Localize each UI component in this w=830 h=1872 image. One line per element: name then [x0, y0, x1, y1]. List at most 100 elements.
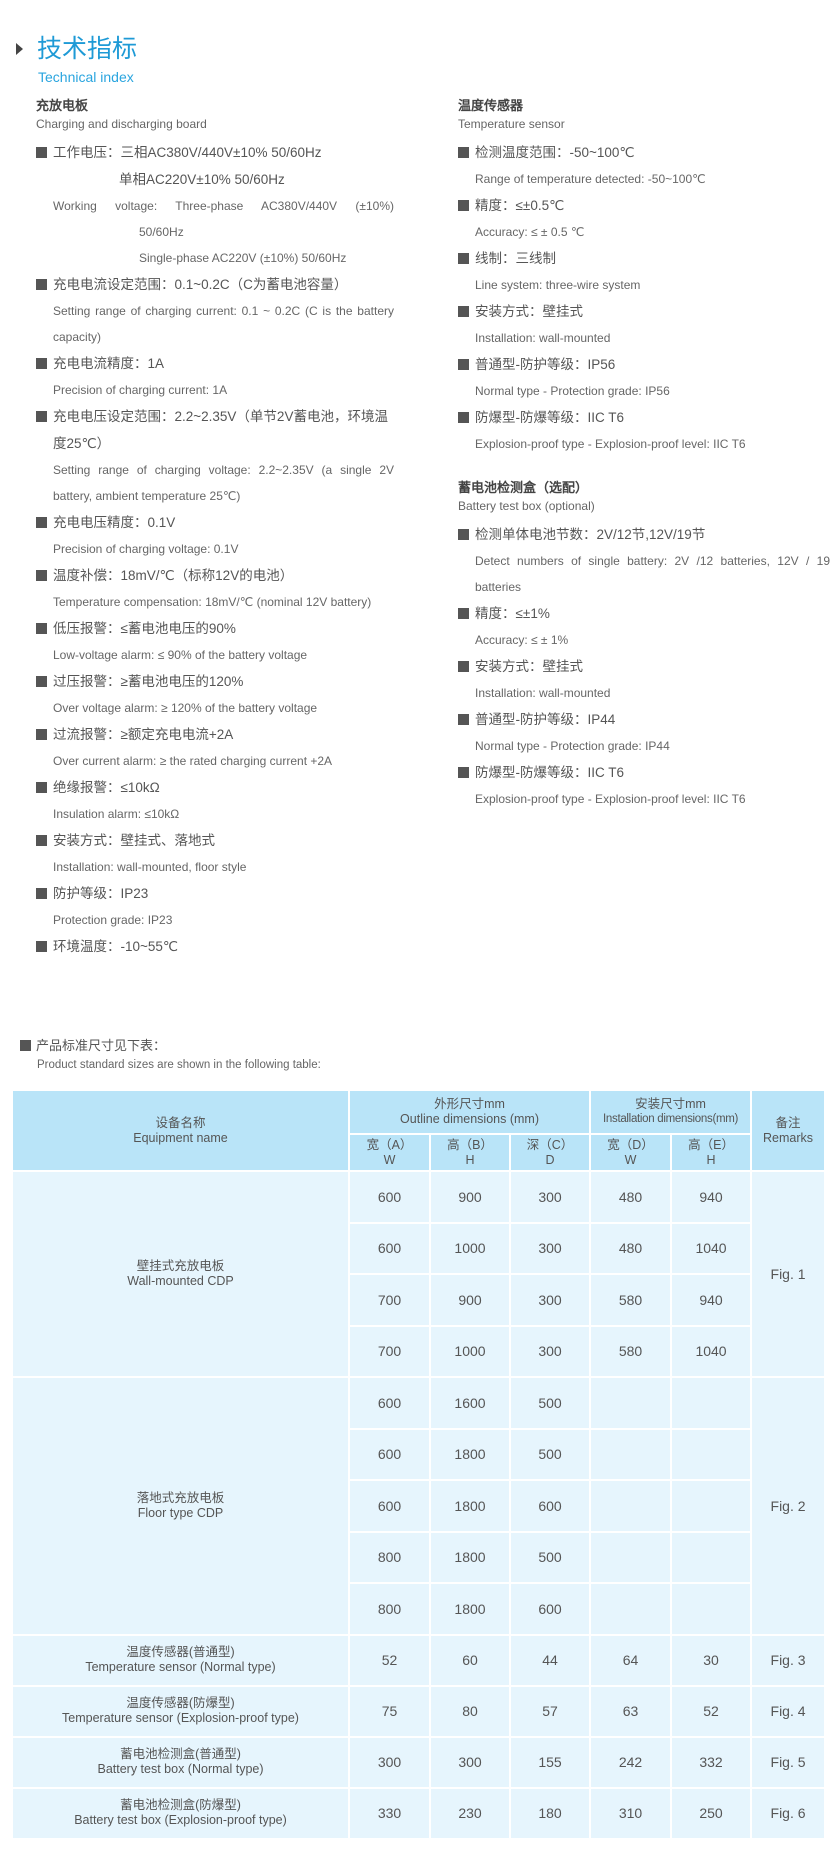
dimension-cell: 300 — [508, 1170, 592, 1224]
spec-item: 安装方式：壁挂式、落地式 — [36, 827, 394, 854]
spec-en: Over current alarm: ≥ the rated charging… — [53, 754, 333, 768]
subcol-cn: 高（E） — [688, 1137, 734, 1152]
spec-cn: 线制：三线制 — [475, 251, 556, 266]
dimension-cell: 600 — [348, 1427, 431, 1481]
dimension-cell: 300 — [508, 1324, 592, 1378]
spec-item: 精度：≤±0.5℃ — [458, 192, 830, 219]
spec-item: 充电电流精度：1A — [36, 350, 394, 377]
equipment-name-cell: 蓄电池检测盒(防爆型) Battery test box (Explosion-p… — [11, 1786, 350, 1840]
spec-cn: 安装方式：壁挂式 — [475, 304, 583, 319]
bullet-square-icon — [458, 529, 469, 540]
spec-item: 充电电压设定范围：2.2~2.35V（单节2V蓄电池，环境温度25℃） — [36, 403, 394, 457]
dimension-cell: 300 — [429, 1735, 511, 1789]
table-row: 800 1800 500 — [12, 1530, 825, 1584]
spec-item: 充电电流设定范围：0.1~0.2C（C为蓄电池容量） — [36, 271, 394, 298]
dimension-cell: 242 — [589, 1735, 673, 1789]
spec-item: 过压报警：≥蓄电池电压的120% — [36, 668, 394, 695]
spec-cn: 绝缘报警：≤10kΩ — [53, 780, 160, 795]
spec-en: Explosion-proof type - Explosion-proof l… — [475, 792, 746, 806]
bullet-square-icon — [36, 729, 47, 740]
spec-en: Installation: wall-mounted — [475, 686, 611, 700]
bullet-square-icon — [36, 147, 47, 158]
size-table: 设备名称 Equipment name 外形尺寸mm Outline dimensi… — [11, 1089, 827, 1840]
spec-en: Working voltage: Three-phase AC380V/440V… — [53, 199, 394, 213]
spec-en-continued: 50/60Hz — [139, 225, 184, 239]
bullet-square-icon — [458, 608, 469, 619]
dimension-cell — [589, 1427, 673, 1481]
table-row: 壁挂式充放电板 Wall-mounted CDP 600 900 300 480 940 Fi… — [11, 1170, 827, 1378]
spec-cn-continued: 单相AC220V±10% 50/60Hz — [119, 172, 285, 187]
table-note-en: Product standard sizes are shown in the … — [37, 1059, 321, 1071]
equipment-name-cell: 壁挂式充放电板 Wall-mounted CDP — [11, 1170, 350, 1378]
spec-item: 低压报警：≤蓄电池电压的90% — [36, 615, 394, 642]
equipment-name-en: Floor type CDP — [137, 1505, 224, 1520]
dimension-cell: 700 — [348, 1324, 431, 1378]
dimension-cell — [670, 1530, 753, 1584]
header-subcol: 高（B） H — [429, 1133, 511, 1172]
spec-en: Range of temperature detected: -50~100℃ — [475, 172, 706, 186]
dimension-cell: 155 — [508, 1735, 592, 1789]
dimension-cell: 800 — [348, 1582, 431, 1636]
header-subcol: 深（C） D — [508, 1133, 592, 1172]
header-subcol: 宽（D） W — [589, 1133, 673, 1172]
page-subtitle: Technical index — [38, 69, 134, 85]
spec-cn: 精度：≤±1% — [475, 606, 550, 621]
equipment-name-cn: 温度传感器(普通型) — [126, 1645, 235, 1659]
dimension-cell: 44 — [508, 1633, 592, 1687]
spec-cn: 安装方式：壁挂式 — [475, 659, 583, 674]
bullet-square-icon — [36, 623, 47, 634]
spec-cn: 低压报警：≤蓄电池电压的90% — [53, 621, 236, 636]
dimension-cell: 80 — [429, 1684, 511, 1738]
equipment-name-en: Wall-mounted CDP — [127, 1274, 234, 1288]
header-subcol: 高（E） H — [670, 1133, 753, 1172]
dimension-cell: 600 — [348, 1221, 431, 1275]
dimension-cell: 600 — [348, 1479, 431, 1533]
bullet-square-icon — [458, 412, 469, 423]
header-install: 安装尺寸mm Installation dimensions(mm) — [589, 1089, 753, 1135]
page-title: 技术指标 — [37, 35, 138, 63]
dimension-cell: 900 — [429, 1170, 511, 1224]
table-row: 600 1800 600 — [12, 1479, 825, 1533]
dimension-cell: 1800 — [429, 1530, 511, 1584]
spec-item: 普通型-防护等级：IP56 — [458, 351, 830, 378]
spec-en: Installation: wall-mounted — [475, 331, 611, 345]
spec-en: Precision of charging current: 1A — [53, 383, 228, 397]
dimension-cell: 1600 — [429, 1376, 511, 1430]
dimension-cell: 1800 — [429, 1479, 511, 1533]
dimension-cell: 900 — [429, 1273, 511, 1327]
remark-cell: Fig. 5 — [750, 1735, 827, 1789]
spec-en: Installation: wall-mounted, floor style — [53, 860, 247, 874]
spec-cn: 防护等级：IP23 — [53, 886, 149, 901]
spec-item: 充电电压精度：0.1V — [36, 509, 394, 536]
bullet-square-icon — [458, 714, 469, 725]
spec-cn: 工作电压：三相AC380V/440V±10% 50/60Hz — [53, 145, 322, 160]
spec-item: 防爆型-防爆等级：IIC T6 — [458, 404, 830, 431]
bullet-square-icon — [36, 888, 47, 899]
spec-en: Accuracy: ≤ ± 1% — [475, 633, 569, 647]
dimension-cell: 1800 — [429, 1427, 511, 1481]
header-subcol: 宽（A） W — [348, 1133, 431, 1172]
spec-en-continued: Single-phase AC220V (±10%) 50/60Hz — [139, 251, 347, 265]
equipment-name-cn: 蓄电池检测盒(普通型) — [120, 1747, 241, 1761]
table-row: 600 1800 500 — [12, 1427, 825, 1481]
dimension-cell: 500 — [508, 1376, 592, 1430]
spec-item: 温度补偿：18mV/℃（标称12V的电池） — [36, 562, 394, 589]
table-note-cn: 产品标准尺寸见下表： — [36, 1038, 167, 1053]
equipment-name-cell: 蓄电池检测盒(普通型) Battery test box (Normal type… — [11, 1735, 350, 1789]
dimension-cell: 480 — [589, 1221, 673, 1275]
equipment-name-en: Battery test box (Explosion-proof type) — [74, 1813, 287, 1827]
bullet-square-icon — [36, 676, 47, 687]
dimension-cell: 600 — [348, 1170, 431, 1224]
equipment-name-en: Battery test box (Normal type) — [97, 1762, 264, 1776]
dimension-cell: 800 — [348, 1530, 431, 1584]
table-row: 温度传感器(普通型) Temperature sensor (Normal typ… — [11, 1633, 827, 1687]
bullet-square-icon — [36, 835, 47, 846]
equipment-name-cn: 落地式充放电板 — [136, 1490, 225, 1505]
dimension-cell — [670, 1376, 753, 1430]
spec-item: 绝缘报警：≤10kΩ — [36, 774, 394, 801]
subcol-cn: 宽（A） — [366, 1137, 413, 1152]
table-row: 700 1000 300 580 1040 — [12, 1324, 825, 1378]
spec-en: Detect numbers of single battery: 2V /12… — [475, 554, 830, 594]
remark-cell: Fig. 3 — [750, 1633, 827, 1687]
spec-cn: 检测温度范围：-50~100℃ — [475, 145, 635, 160]
